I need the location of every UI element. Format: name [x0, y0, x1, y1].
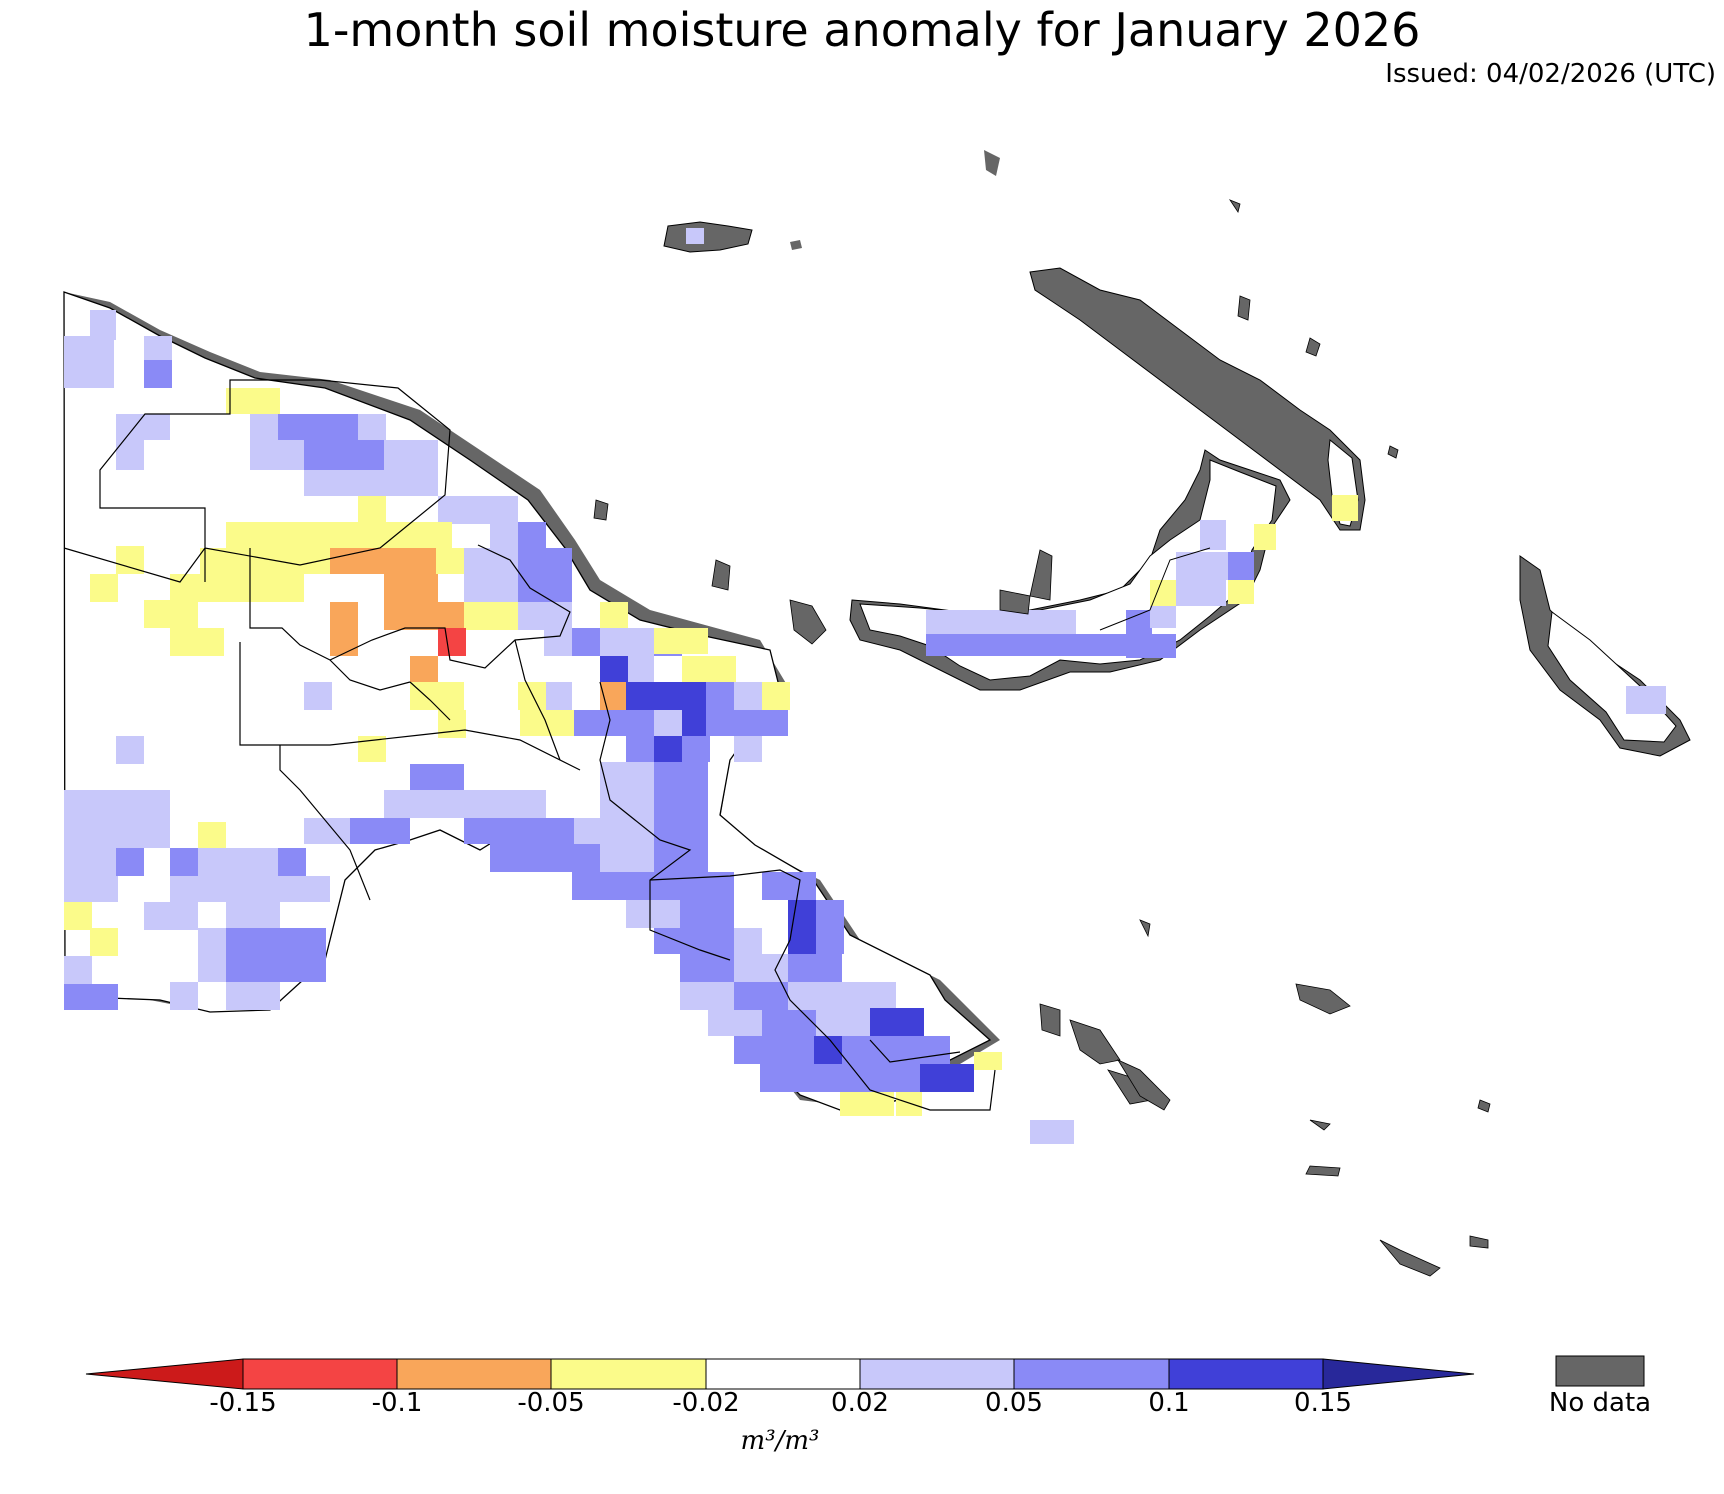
colorbar-tick: -0.1	[371, 1388, 423, 1418]
colorbar-tick: 0.02	[831, 1388, 889, 1418]
small-islands	[593, 199, 1491, 1277]
colorbar-tick: 0.15	[1294, 1388, 1352, 1418]
colorbar	[85, 1355, 1645, 1390]
province-boundaries	[63, 379, 996, 1111]
colorbar-extend-high	[1322, 1358, 1475, 1390]
colorbar-unit: m³/m³	[740, 1426, 820, 1456]
colorbar-bin-3	[550, 1358, 707, 1390]
map-title: 1-month soil moisture anomaly for Januar…	[303, 3, 1421, 57]
no-data-swatch	[1555, 1355, 1645, 1387]
colorbar-tick: -0.05	[517, 1388, 585, 1418]
issued-date: Issued: 04/02/2026 (UTC)	[1385, 59, 1716, 89]
new-ireland	[1029, 267, 1366, 531]
colorbar-bin-5	[859, 1358, 1015, 1390]
colorbar-tick: 0.1	[1148, 1388, 1190, 1418]
colorbar-tick: -0.15	[209, 1388, 277, 1418]
bougainville	[1519, 555, 1691, 757]
manus-island	[663, 150, 1000, 253]
anomaly-cells-mainland	[64, 310, 1074, 1144]
colorbar-bin-7	[1168, 1358, 1324, 1390]
colorbar-bin-2	[396, 1358, 552, 1390]
colorbar-bin-1	[242, 1358, 398, 1390]
colorbar-bin-6	[1013, 1358, 1170, 1390]
new-britain	[849, 449, 1291, 691]
colorbar-extend-low	[85, 1358, 244, 1390]
colorbar-tick: 0.05	[985, 1388, 1043, 1418]
colorbar-bin-4	[705, 1358, 861, 1390]
colorbar-tick: -0.02	[672, 1388, 740, 1418]
no-data-label: No data	[1548, 1388, 1652, 1418]
